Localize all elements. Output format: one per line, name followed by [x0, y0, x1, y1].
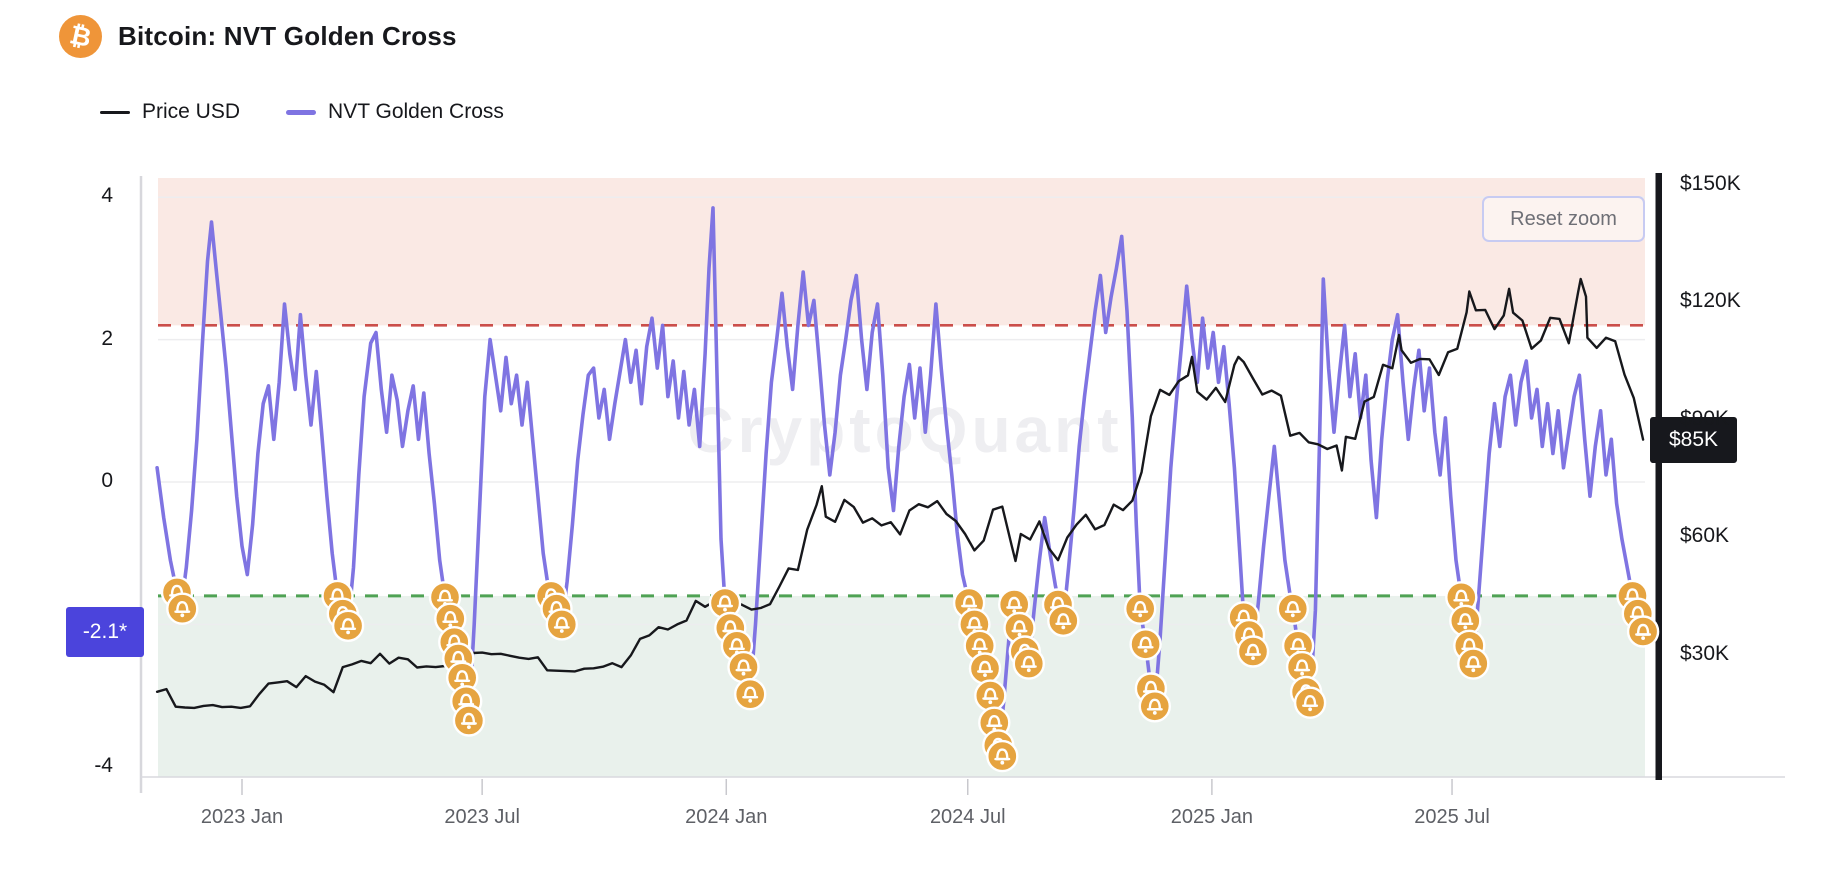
nvt-golden-cross-line	[155, 206, 1645, 758]
buy-signal-coin-icon	[1457, 647, 1490, 680]
buy-signal-coin-icon	[1285, 650, 1319, 684]
buy-signal-coin-icon	[1293, 686, 1327, 719]
y-axis-right-bar[interactable]	[1655, 173, 1663, 780]
buy-signal-coin-icon	[974, 679, 1007, 712]
legend-label: Price USD	[142, 100, 241, 123]
y-left-tick-label: -4	[94, 753, 113, 777]
reset-zoom-button[interactable]: Reset zoom	[1482, 196, 1645, 242]
buy-signal-coin-icon	[331, 609, 365, 642]
x-tick-label: 2025 Jul	[1414, 806, 1490, 828]
nvt-current-value-badge: -2.1*	[66, 606, 144, 657]
buy-signal-coin-icon	[1276, 592, 1310, 625]
price-usd-line	[155, 277, 1645, 710]
price-line-swatch-icon	[100, 110, 130, 114]
y-left-tick-label: 2	[101, 326, 113, 350]
overbought-band	[158, 178, 1645, 326]
y-left-tick-label: 4	[101, 184, 113, 208]
bitcoin-icon: ₿	[59, 15, 102, 58]
oversold-band	[158, 595, 1645, 777]
x-tick-label: 2023 Jan	[200, 806, 284, 828]
buy-signal-coin-icon	[968, 652, 1002, 685]
nvt-line-swatch-icon	[286, 109, 317, 115]
price-current-value-badge: $85K	[1650, 416, 1737, 463]
buy-signal-coin-icon	[545, 608, 578, 641]
x-tick-label: 2025 Jan	[1170, 806, 1254, 828]
legend-item-price-usd[interactable]: Price USD	[100, 100, 240, 124]
y-right-tick-label: $120K	[1680, 289, 1741, 313]
buy-signal-coin-icon	[1012, 647, 1046, 680]
y-right-tick-label: $60K	[1680, 524, 1730, 548]
y-left-tick-label: 0	[101, 469, 113, 492]
legend-item-nvt-golden-cross[interactable]: NVT Golden Cross	[286, 100, 504, 124]
buy-signal-coin-icon	[986, 739, 1019, 773]
buy-signal-coin-icon	[1138, 690, 1172, 723]
page-title: Bitcoin: NVT Golden Cross	[118, 21, 457, 51]
y-right-tick-label: $150K	[1680, 171, 1741, 195]
buy-signal-coin-icon	[166, 592, 199, 625]
x-tick-label: 2024 Jan	[685, 806, 768, 828]
buy-signal-coin-icon	[734, 678, 767, 711]
buy-signal-coin-icon	[1626, 615, 1660, 648]
legend: Price USD NVT Golden Cross	[100, 100, 504, 124]
buy-signal-coin-icon	[1445, 581, 1478, 614]
x-tick-label: 2024 Jul	[929, 806, 1006, 828]
buy-signal-coin-icon	[1047, 604, 1080, 637]
buy-signal-coin-icon	[727, 650, 760, 684]
buy-signal-coin-icon	[1236, 635, 1270, 668]
y-right-tick-label: $30K	[1680, 641, 1730, 665]
header: ₿ Bitcoin: NVT Golden Cross	[59, 15, 457, 58]
legend-label: NVT Golden Cross	[328, 100, 504, 123]
buy-signal-coin-icon	[1129, 628, 1162, 661]
buy-signal-coin-icon	[452, 704, 486, 737]
buy-signal-coin-icon	[1123, 592, 1157, 625]
y-right-tick-label: $90K	[1680, 406, 1730, 430]
x-tick-label: 2023 Jul	[444, 806, 520, 828]
